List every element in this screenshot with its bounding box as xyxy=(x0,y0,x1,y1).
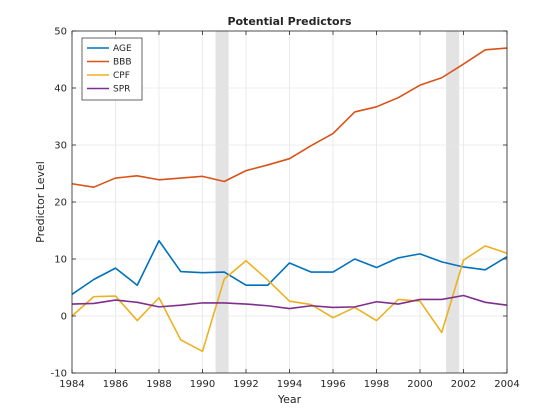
series-line-age xyxy=(71,239,508,296)
legend-label-spr: SPR xyxy=(113,85,130,95)
series-line-spr xyxy=(71,294,508,310)
x-tick-label: 1988 xyxy=(146,379,171,390)
y-tick-label: 20 xyxy=(54,198,67,209)
x-axis-label: Year xyxy=(277,393,302,406)
x-tick-label: 1996 xyxy=(320,379,345,390)
series-line-cpf xyxy=(71,245,508,353)
legend: AGE BBB CPF SPR xyxy=(81,37,143,101)
y-tick-label: 0 xyxy=(61,312,67,323)
x-axis-ticks: 1984 1986 1988 1990 1992 1994 1996 1998 2000 2002… xyxy=(59,31,520,390)
legend-label-age: AGE xyxy=(113,44,132,54)
y-tick-label: 30 xyxy=(54,141,67,152)
y-axis-label: Predictor Level xyxy=(34,161,47,243)
x-tick-label: 2002 xyxy=(451,379,476,390)
series-line-bbb xyxy=(71,47,508,188)
x-tick-label: 1994 xyxy=(277,379,302,390)
x-tick-label: 1986 xyxy=(103,379,128,390)
y-tick-label: 40 xyxy=(54,84,67,95)
y-tick-label: 50 xyxy=(54,27,67,38)
legend-label-cpf: CPF xyxy=(113,71,130,81)
series-lines xyxy=(71,47,508,353)
y-tick-label: 10 xyxy=(54,255,67,266)
x-tick-label: 1984 xyxy=(59,379,84,390)
x-tick-label: 1998 xyxy=(364,379,389,390)
legend-label-bbb: BBB xyxy=(113,58,132,68)
x-tick-label: 2000 xyxy=(407,379,432,390)
y-tick-label: -10 xyxy=(51,369,67,380)
y-axis-ticks: -10 0 10 20 30 40 50 xyxy=(51,27,507,380)
x-tick-label: 1992 xyxy=(233,379,258,390)
chart-title: Potential Predictors xyxy=(227,15,352,28)
x-tick-label: 1990 xyxy=(190,379,215,390)
x-tick-label: 2004 xyxy=(494,379,519,390)
